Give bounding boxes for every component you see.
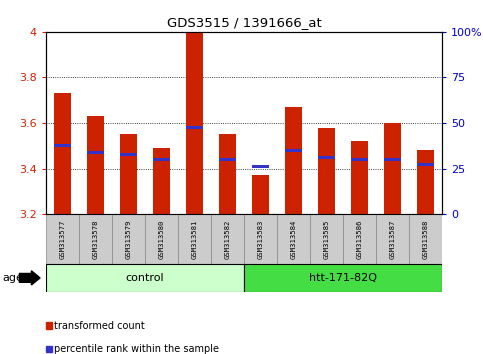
Bar xyxy=(211,214,244,264)
Bar xyxy=(417,162,434,166)
Bar xyxy=(219,158,236,161)
Text: GSM313582: GSM313582 xyxy=(225,219,230,259)
Title: GDS3515 / 1391666_at: GDS3515 / 1391666_at xyxy=(167,16,321,29)
Text: GSM313579: GSM313579 xyxy=(126,219,131,259)
Bar xyxy=(178,214,211,264)
Bar xyxy=(285,149,302,152)
Text: GSM313580: GSM313580 xyxy=(158,219,164,259)
Bar xyxy=(277,214,310,264)
Bar xyxy=(351,158,368,161)
Bar xyxy=(384,123,401,214)
Bar xyxy=(384,158,401,161)
Bar xyxy=(376,214,409,264)
Bar xyxy=(285,107,302,214)
Bar xyxy=(351,141,368,214)
Bar xyxy=(417,150,434,214)
Bar xyxy=(153,148,170,214)
Bar xyxy=(252,165,269,168)
Bar xyxy=(310,214,343,264)
Bar xyxy=(54,93,71,214)
Bar xyxy=(244,214,277,264)
Bar xyxy=(153,158,170,161)
Text: GSM313588: GSM313588 xyxy=(423,219,428,259)
Text: htt-171-82Q: htt-171-82Q xyxy=(309,273,377,283)
Bar xyxy=(318,127,335,214)
Text: percentile rank within the sample: percentile rank within the sample xyxy=(55,344,219,354)
Bar xyxy=(87,116,104,214)
Bar xyxy=(87,151,104,154)
Text: transformed count: transformed count xyxy=(55,321,145,331)
Bar xyxy=(244,264,442,292)
Bar xyxy=(145,214,178,264)
Text: agent: agent xyxy=(2,273,35,283)
Text: GSM313587: GSM313587 xyxy=(389,219,396,259)
Bar xyxy=(409,214,442,264)
Bar xyxy=(252,176,269,214)
Text: GSM313583: GSM313583 xyxy=(257,219,263,259)
Bar xyxy=(54,144,71,147)
Text: GSM313584: GSM313584 xyxy=(290,219,297,259)
Bar xyxy=(46,264,244,292)
Bar xyxy=(186,126,203,129)
Bar xyxy=(112,214,145,264)
Bar xyxy=(46,214,79,264)
Bar xyxy=(120,135,137,214)
Bar xyxy=(219,135,236,214)
Text: GSM313586: GSM313586 xyxy=(356,219,362,259)
Bar xyxy=(120,153,137,156)
Bar xyxy=(343,214,376,264)
Bar xyxy=(79,214,112,264)
Bar xyxy=(318,156,335,159)
Text: GSM313578: GSM313578 xyxy=(92,219,99,259)
Text: GSM313577: GSM313577 xyxy=(59,219,65,259)
Bar xyxy=(186,32,203,214)
Text: GSM313581: GSM313581 xyxy=(191,219,198,259)
Text: GSM313585: GSM313585 xyxy=(324,219,329,259)
Text: control: control xyxy=(126,273,164,283)
